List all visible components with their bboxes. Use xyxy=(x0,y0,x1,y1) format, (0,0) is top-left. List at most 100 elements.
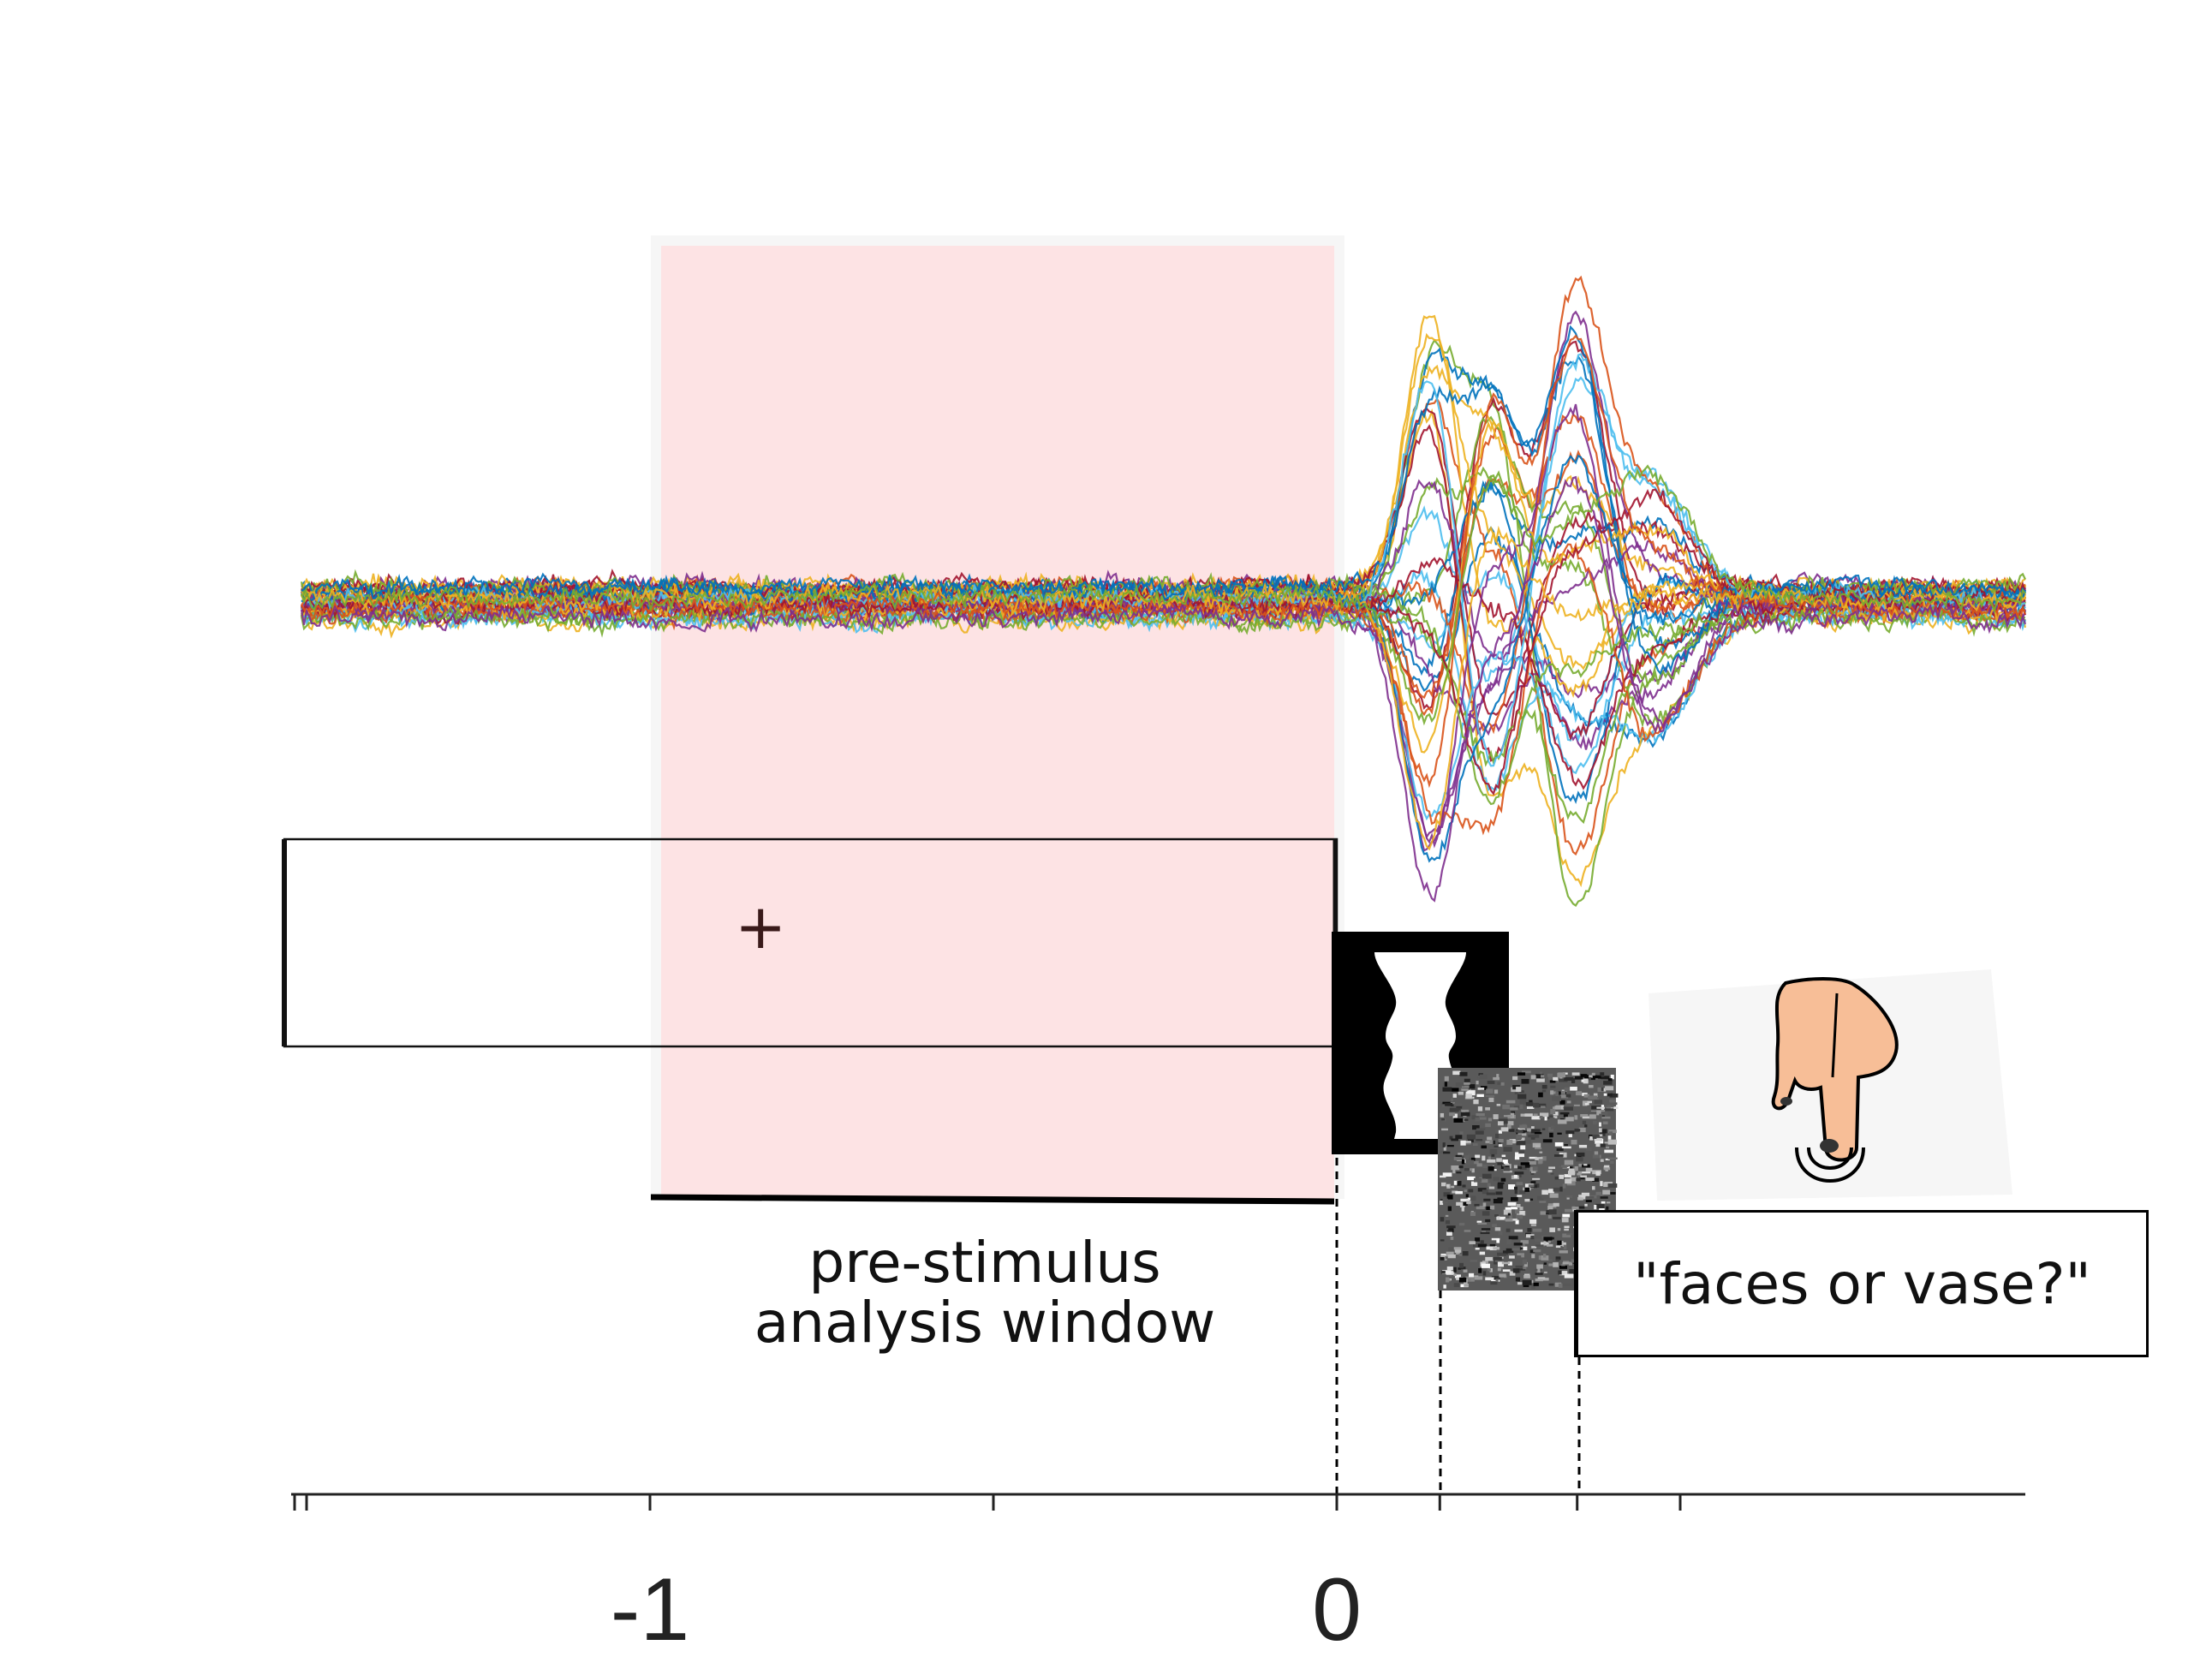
noise-speckle xyxy=(1562,1242,1566,1247)
noise-speckle xyxy=(1538,1159,1543,1164)
noise-speckle xyxy=(1585,1195,1595,1199)
noise-speckle xyxy=(1565,1094,1571,1098)
noise-speckle xyxy=(1453,1157,1462,1160)
noise-speckle xyxy=(1444,1082,1448,1087)
noise-speckle xyxy=(1449,1107,1459,1112)
noise-speckle xyxy=(1487,1183,1491,1188)
noise-speckle xyxy=(1469,1241,1476,1245)
noise-speckle xyxy=(1522,1259,1528,1265)
noise-speckle xyxy=(1470,1212,1476,1216)
noise-speckle xyxy=(1541,1189,1548,1195)
noise-speckle xyxy=(1465,1194,1469,1198)
noise-speckle xyxy=(1583,1164,1588,1166)
noise-speckle xyxy=(1520,1145,1526,1150)
noise-speckle xyxy=(1496,1074,1500,1079)
noise-speckle xyxy=(1463,1201,1468,1206)
noise-speckle xyxy=(1574,1129,1581,1132)
eeg-traces xyxy=(300,275,2027,907)
noise-speckle xyxy=(1566,1233,1573,1236)
noise-speckle xyxy=(1580,1114,1589,1118)
noise-speckle xyxy=(1498,1144,1503,1147)
noise-speckle xyxy=(1604,1165,1610,1168)
noise-speckle xyxy=(1513,1243,1523,1246)
noise-speckle xyxy=(1529,1160,1536,1165)
noise-speckle xyxy=(1491,1279,1500,1282)
noise-speckle xyxy=(1489,1243,1496,1247)
noise-speckle xyxy=(1491,1237,1500,1241)
noise-speckle xyxy=(1494,1227,1501,1231)
noise-speckle xyxy=(1494,1260,1498,1265)
noise-speckle xyxy=(1515,1214,1523,1219)
noise-speckle xyxy=(1455,1135,1463,1139)
noise-speckle xyxy=(1497,1162,1504,1165)
noise-speckle xyxy=(1574,1115,1578,1120)
noise-speckle xyxy=(1549,1193,1559,1198)
analysis-window-label-line1: pre-stimulus xyxy=(808,1230,1161,1296)
noise-speckle xyxy=(1471,1115,1480,1120)
noise-speckle xyxy=(1447,1206,1452,1212)
noise-speckle xyxy=(1493,1247,1500,1250)
noise-speckle xyxy=(1569,1268,1577,1274)
noise-speckle xyxy=(1560,1241,1564,1246)
noise-speckle xyxy=(1498,1139,1504,1143)
noise-speckle xyxy=(1501,1261,1511,1265)
noise-speckle xyxy=(1543,1237,1553,1241)
noise-speckle xyxy=(1529,1100,1533,1103)
noise-speckle xyxy=(1465,1094,1472,1099)
noise-speckle xyxy=(1493,1177,1500,1182)
noise-speckle xyxy=(1565,1178,1572,1184)
noise-speckle xyxy=(1547,1073,1553,1077)
noise-speckle xyxy=(1565,1130,1575,1135)
noise-speckle xyxy=(1488,1097,1494,1102)
noise-speckle xyxy=(1474,1276,1483,1280)
noise-speckle xyxy=(1535,1145,1541,1149)
noise-speckle xyxy=(1547,1076,1553,1081)
noise-speckle xyxy=(1578,1127,1586,1133)
noise-speckle xyxy=(1533,1113,1538,1117)
noise-speckle xyxy=(1452,1113,1458,1118)
noise-speckle xyxy=(1571,1140,1577,1145)
noise-speckle xyxy=(1599,1132,1606,1136)
noise-speckle xyxy=(1442,1172,1452,1177)
noise-speckle xyxy=(1595,1138,1604,1144)
noise-speckle xyxy=(1522,1279,1532,1285)
noise-speckle xyxy=(1521,1253,1524,1258)
noise-speckle xyxy=(1509,1271,1516,1276)
noise-speckle xyxy=(1587,1076,1591,1081)
noise-speckle xyxy=(1509,1214,1512,1219)
noise-speckle xyxy=(1478,1116,1488,1119)
noise-speckle xyxy=(1502,1159,1508,1164)
noise-speckle xyxy=(1488,1166,1494,1171)
noise-speckle xyxy=(1531,1171,1536,1173)
noise-speckle xyxy=(1483,1198,1491,1201)
noise-speckle xyxy=(1535,1238,1543,1243)
eeg-trace xyxy=(300,475,2027,903)
noise-speckle xyxy=(1476,1112,1485,1117)
noise-speckle xyxy=(1440,1200,1444,1206)
noise-speckle xyxy=(1511,1111,1516,1113)
noise-speckle xyxy=(1493,1076,1500,1081)
noise-speckle xyxy=(1535,1279,1543,1282)
noise-speckle xyxy=(1496,1158,1502,1162)
noise-speckle xyxy=(1498,1130,1502,1134)
noise-speckle xyxy=(1508,1184,1516,1190)
noise-speckle xyxy=(1560,1094,1569,1099)
noise-speckle xyxy=(1517,1127,1525,1131)
noise-speckle xyxy=(1513,1165,1518,1169)
noise-speckle xyxy=(1568,1261,1573,1266)
noise-speckle xyxy=(1460,1198,1470,1202)
noise-speckle xyxy=(1601,1076,1609,1080)
noise-speckle xyxy=(1463,1269,1468,1273)
noise-speckle xyxy=(1520,1240,1529,1244)
noise-speckle xyxy=(1570,1166,1573,1169)
noise-speckle xyxy=(1606,1201,1611,1204)
noise-speckle xyxy=(1445,1102,1453,1106)
noise-speckle xyxy=(1583,1094,1590,1098)
noise-speckle xyxy=(1547,1170,1553,1173)
noise-speckle xyxy=(1476,1139,1483,1141)
noise-speckle xyxy=(1609,1099,1616,1103)
noise-speckle xyxy=(1511,1248,1521,1251)
noise-speckle xyxy=(1562,1183,1566,1189)
noise-speckle xyxy=(1577,1172,1582,1176)
